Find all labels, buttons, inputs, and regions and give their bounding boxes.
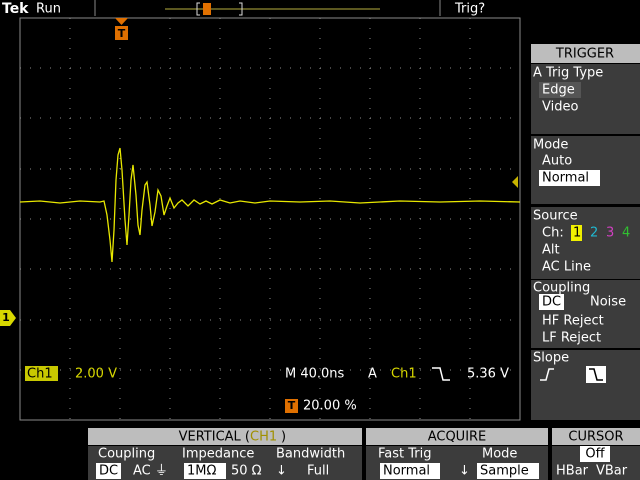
menu-option: DC — [542, 295, 561, 310]
timebase: M 40.0ns — [285, 367, 345, 382]
selected-option — [539, 170, 600, 186]
menu-label: Source — [533, 209, 578, 224]
menu-section[interactable] — [531, 64, 640, 134]
menu-title: ACQUIRE — [428, 430, 487, 445]
menu-title: VERTICAL ( — [179, 430, 250, 445]
selected-option — [539, 82, 581, 98]
menu-label: Fast Trig — [378, 447, 432, 462]
trigger-status: Trig? — [454, 2, 485, 17]
menu-option: Alt — [542, 243, 560, 258]
selected-option — [580, 446, 610, 462]
menu-label: A Trig Type — [533, 66, 603, 81]
menu-arrow: ↓ — [459, 464, 470, 479]
menu-header — [366, 428, 548, 445]
menu-title-channel: CH1 — [250, 430, 277, 445]
menu-label: Coupling — [533, 281, 590, 296]
menu-option: 50 Ω — [231, 464, 262, 479]
selected-option — [380, 463, 440, 479]
menu-option: 1MΩ — [187, 464, 216, 479]
menu-section[interactable] — [531, 350, 640, 420]
menu-option: Sample — [480, 464, 529, 479]
trigger-position-icon — [285, 399, 298, 413]
channel-readout-box — [25, 366, 58, 381]
channel-option: 1 — [573, 226, 581, 241]
volts-per-div: 2.00 V — [75, 367, 117, 382]
menu-label: Coupling — [98, 447, 155, 462]
menu-option: Full — [307, 464, 329, 479]
trigger-position: 20.00 % — [303, 399, 357, 414]
selected-option — [477, 463, 539, 479]
selected-option — [184, 463, 226, 479]
channel-readout: Ch1 — [27, 367, 53, 382]
menu-label: Bandwidth — [276, 447, 345, 462]
menu-section[interactable] — [531, 207, 640, 279]
menu-option: Noise — [590, 295, 626, 310]
menu-section[interactable] — [531, 280, 640, 348]
channel-label: Ch: — [542, 226, 564, 241]
record-window — [196, 2, 243, 16]
menu-label: Mode — [482, 447, 517, 462]
trigger-pos-indicator — [203, 3, 211, 15]
trigger-marker-label: T — [118, 27, 126, 40]
menu-title: TRIGGER — [555, 47, 614, 62]
menu-option: HF Reject — [542, 314, 604, 329]
trigger-channel: Ch1 — [391, 367, 417, 382]
trigger-prefix: A — [368, 367, 377, 382]
waveform — [19, 147, 521, 263]
trigger-marker — [115, 26, 128, 40]
brand: Tek — [2, 1, 29, 17]
menu-title: CURSOR — [568, 430, 623, 445]
menu-header — [552, 428, 640, 445]
menu-option: DC — [99, 464, 118, 479]
menu-header — [88, 428, 362, 445]
menu-option: AC ⏚ — [133, 464, 168, 479]
menu-header — [531, 44, 640, 63]
menu-option: Normal — [542, 171, 589, 186]
menu-option: HBar — [556, 464, 589, 479]
rising-slope-icon — [540, 368, 554, 381]
menu-option: VBar — [596, 464, 628, 479]
menu-label: Slope — [533, 351, 569, 366]
channel-option: 2 — [590, 226, 598, 241]
trigger-level: 5.36 V — [467, 367, 509, 382]
falling-edge-icon — [432, 367, 450, 381]
menu-option: ↓ — [276, 464, 287, 479]
selected-option — [539, 294, 564, 310]
channel-marker-label: 1 — [2, 311, 10, 324]
channel-option: 4 — [622, 226, 630, 241]
menu-option: Normal — [383, 464, 430, 479]
trigger-level-marker — [512, 176, 518, 188]
trigger-marker-arrow — [115, 18, 128, 25]
menu-option: Video — [542, 100, 578, 115]
menu-option: Edge — [542, 83, 575, 98]
menu-option: Off — [585, 447, 605, 462]
channel-marker — [0, 310, 16, 326]
menu-option: AC Line — [542, 260, 591, 275]
selected-option — [96, 463, 121, 479]
run-state: Run — [36, 2, 61, 17]
menu-label: Mode — [533, 138, 568, 153]
menu-option: LF Reject — [542, 331, 601, 346]
menu-label: Impedance — [182, 447, 254, 462]
falling-slope-icon — [589, 368, 603, 381]
graticule — [20, 18, 520, 420]
channel-option: 3 — [606, 226, 614, 241]
selected-channel — [571, 225, 582, 241]
menu-title: ) — [281, 430, 286, 445]
menu-option: Auto — [542, 154, 572, 169]
trigger-position-icon-label: T — [288, 399, 296, 412]
